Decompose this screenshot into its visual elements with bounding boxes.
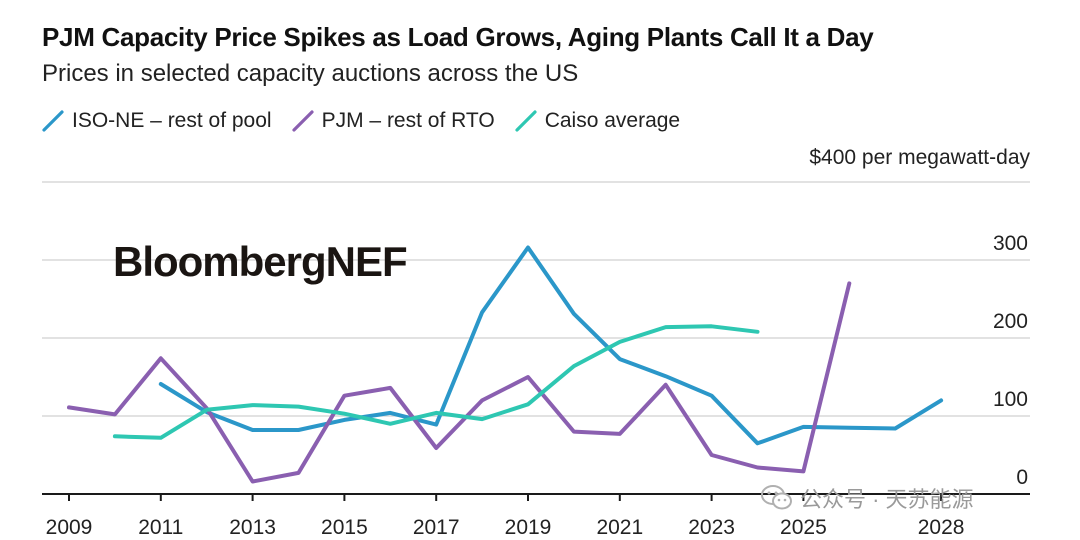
x-tick-label: 2009 <box>46 516 93 539</box>
x-tick-label: 2017 <box>413 516 460 539</box>
legend-label-iso-ne: ISO-NE – rest of pool <box>72 109 272 132</box>
legend-swatch-pjm <box>291 110 314 132</box>
x-tick-label: 2015 <box>321 516 368 539</box>
y-tick-label: 100 <box>993 388 1028 411</box>
x-tick-label: 2028 <box>918 516 965 539</box>
x-tick-label: 2025 <box>780 516 827 539</box>
y-tick-label: 0 <box>1016 466 1028 489</box>
x-tick-label: 2023 <box>688 516 735 539</box>
x-tick-label: 2011 <box>138 516 183 539</box>
bloombergnef-watermark: BloombergNEF <box>113 238 408 285</box>
wechat-account-watermark: 公众号 · 天苏能源 <box>760 482 974 514</box>
legend-label-pjm: PJM – rest of RTO <box>321 109 495 132</box>
legend-item-caiso: Caiso average <box>515 109 680 133</box>
x-tick-label: 2013 <box>229 516 276 539</box>
chart-subtitle: Prices in selected capacity auctions acr… <box>42 60 579 87</box>
series-line-1 <box>67 281 852 484</box>
y-tick-label: 200 <box>993 310 1028 333</box>
y-tick-label: 300 <box>993 232 1028 255</box>
wechat-icon <box>761 485 792 510</box>
series-line-0 <box>158 245 944 446</box>
legend-swatch-caiso <box>515 110 537 132</box>
chart-title: PJM Capacity Price Spikes as Load Grows,… <box>42 22 874 52</box>
wechat-account-name: 公众号 · 天苏能源 <box>800 487 974 512</box>
x-tick-label: 2019 <box>505 516 552 539</box>
y-axis-unit-label: $400 per megawatt-day <box>809 146 1030 169</box>
legend-item-iso-ne: ISO-NE – rest of pool <box>42 109 272 133</box>
x-tick-label: 2021 <box>596 516 643 539</box>
series-line-2 <box>112 324 760 440</box>
legend-label-caiso: Caiso average <box>544 109 681 132</box>
chart-legend: ISO-NE – rest of pool PJM – rest of RTO … <box>42 109 700 133</box>
legend-item-pjm: PJM – rest of RTO <box>291 109 495 133</box>
legend-swatch-iso-ne <box>42 110 64 132</box>
